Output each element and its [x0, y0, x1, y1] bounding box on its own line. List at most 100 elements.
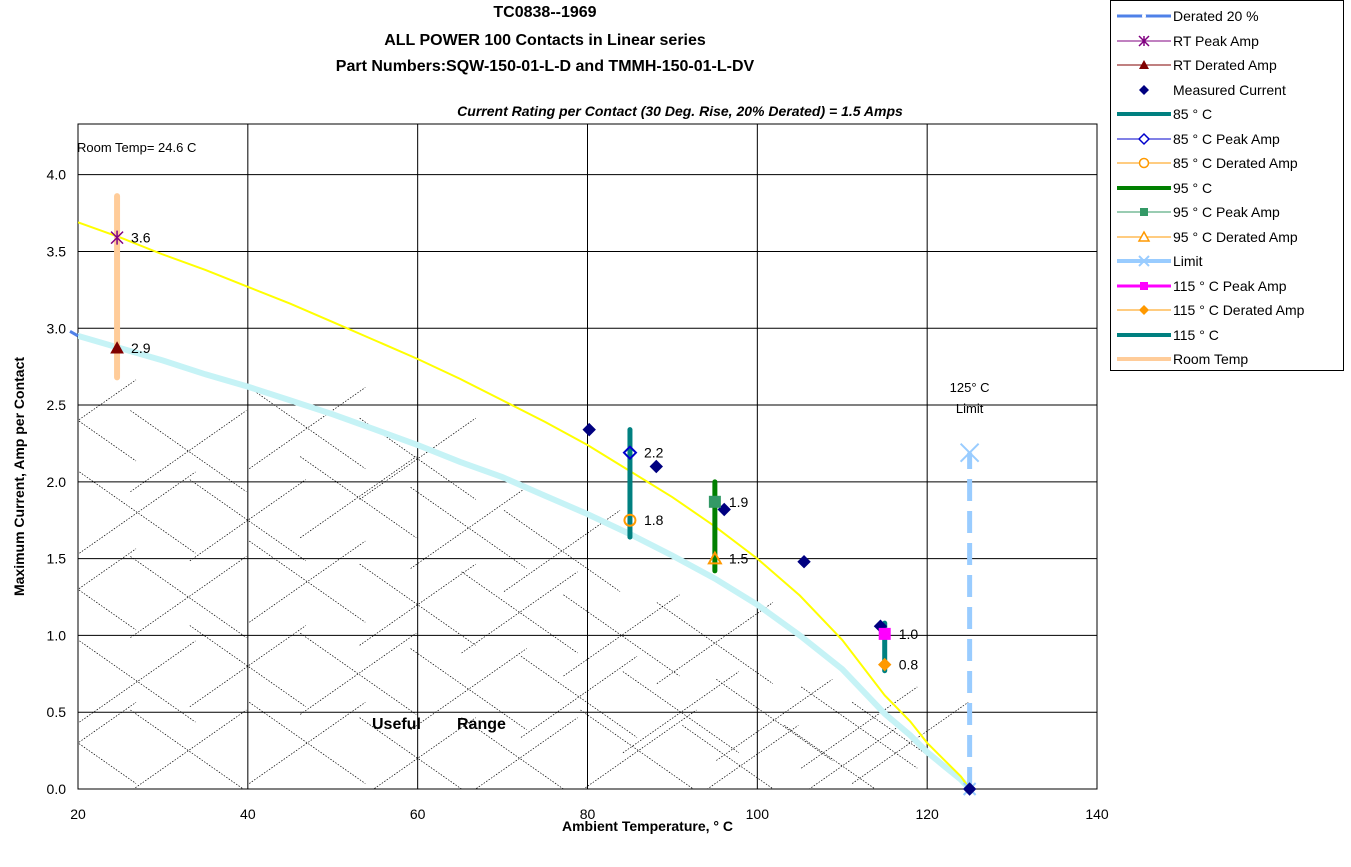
- hatch-line: [410, 487, 527, 569]
- hatch-line: [78, 548, 137, 590]
- x-axis-label: Ambient Temperature, ° C: [562, 818, 733, 834]
- data-label: 2.9: [131, 340, 151, 356]
- legend-label: 115 ° C Derated Amp: [1173, 302, 1305, 318]
- x-tick-label: 60: [410, 806, 426, 822]
- legend-item: 95 ° C: [1111, 176, 1345, 200]
- hatch-line: [78, 588, 137, 631]
- hatch-line: [808, 725, 901, 789]
- hatch-line: [78, 419, 137, 462]
- legend-label: RT Derated Amp: [1173, 57, 1277, 73]
- legend-swatch-mark: [1139, 84, 1149, 95]
- x-tick-label: 120: [915, 806, 939, 822]
- legend-item: 85 ° C Peak Amp: [1111, 127, 1345, 151]
- hatch-line: [78, 742, 137, 784]
- data-label: 0.8: [899, 657, 919, 673]
- y-tick-label: 0.0: [47, 781, 67, 797]
- x-tick-label: 100: [746, 806, 770, 822]
- hatch-line: [189, 479, 307, 562]
- derated-curve: [78, 332, 972, 789]
- hatch-line: [189, 625, 307, 708]
- legend-label: 85 ° C Derated Amp: [1173, 155, 1298, 171]
- useful-annotation: Useful: [372, 716, 421, 733]
- legend-swatch: [1117, 34, 1171, 47]
- legend-label: Limit: [1173, 253, 1203, 269]
- legend-item: 95 ° C Derated Amp: [1111, 225, 1345, 249]
- hatch-line: [79, 471, 196, 554]
- chart-subtitle: Current Rating per Contact (30 Deg. Rise…: [457, 103, 903, 119]
- legend-swatch: [1117, 157, 1171, 169]
- measured-current-point: [797, 554, 811, 569]
- legend-swatch: [1117, 14, 1171, 18]
- legend-label: 85 ° C: [1173, 106, 1213, 122]
- hatch-line: [716, 679, 833, 761]
- hatch-line: [130, 556, 247, 638]
- data-label: 1.9: [729, 494, 749, 510]
- hatch-line: [79, 640, 196, 723]
- legend-item: 85 ° C Derated Amp: [1111, 151, 1345, 175]
- point-115-c-derated-amp: [878, 657, 892, 672]
- legend-item: Room Temp: [1111, 347, 1345, 371]
- hatch-line: [130, 410, 247, 493]
- legend-item: RT Derated Amp: [1111, 53, 1345, 77]
- legend-label: RT Peak Amp: [1173, 32, 1259, 49]
- legend-swatch: [1117, 132, 1171, 145]
- measured-current-point: [582, 422, 596, 437]
- hatch-line: [520, 655, 638, 738]
- hatch-line: [249, 702, 366, 784]
- hatch-line: [249, 540, 366, 623]
- hatch-line: [461, 571, 578, 654]
- legend-swatch: [1117, 357, 1171, 361]
- point-95-c-derated-amp: [707, 550, 723, 565]
- hatch-line: [359, 563, 476, 646]
- legend-swatch: [1117, 185, 1171, 190]
- chart-title: TC0838--1969: [493, 4, 597, 21]
- hatch-line: [580, 709, 694, 789]
- data-label: 3.6: [131, 230, 151, 246]
- measured-current-point: [649, 459, 663, 474]
- hatch-line: [373, 717, 476, 789]
- x-tick-label: 20: [70, 806, 86, 822]
- legend-swatch-mark: [1139, 60, 1149, 69]
- point-rt-peak-amp: [110, 230, 124, 245]
- hatch-line: [78, 379, 137, 421]
- hatch-line: [563, 594, 680, 677]
- legend-label: 115 ° C Peak Amp: [1173, 277, 1287, 294]
- hatch-line: [410, 487, 527, 569]
- hatch-line: [582, 709, 697, 789]
- y-axis-label: Maximum Current, Amp per Contact: [11, 357, 27, 596]
- legend-swatch: [1117, 208, 1171, 216]
- legend-item: Derated 20 %: [1111, 4, 1345, 28]
- legend-item: 115 ° C Peak Amp: [1111, 274, 1345, 298]
- legend-item: 85 ° C: [1111, 102, 1345, 126]
- y-tick-label: 3.5: [47, 243, 67, 259]
- data-label: 1.0: [899, 626, 919, 642]
- legend-item: 115 ° C Derated Amp: [1111, 298, 1345, 322]
- hatch-line: [520, 655, 638, 738]
- hatch-line: [656, 602, 774, 684]
- legend-swatch: [1117, 229, 1171, 242]
- hatch-line: [189, 479, 307, 562]
- hatch-line: [249, 387, 366, 469]
- legend-swatch-mark: [1138, 255, 1150, 267]
- hatch-line: [189, 625, 307, 708]
- legend-item: 95 ° C Peak Amp: [1111, 200, 1345, 224]
- hatch-line: [300, 632, 417, 715]
- hatch-line: [461, 571, 578, 654]
- legend-swatch: [1117, 112, 1171, 116]
- legend-label: 115 ° C: [1173, 326, 1219, 343]
- legend-swatch: [1117, 255, 1171, 267]
- limit-annotation-line-1: 125° C: [950, 380, 990, 395]
- hatch-line: [359, 417, 476, 500]
- hatch-line: [410, 648, 527, 731]
- legend-item: Measured Current: [1111, 78, 1345, 102]
- hatch-line: [503, 510, 621, 592]
- hatch-line: [716, 679, 833, 761]
- hatch-line: [801, 686, 918, 769]
- x-tick-label: 80: [580, 806, 596, 822]
- hatch-line: [249, 540, 366, 623]
- hatch-line: [130, 709, 244, 789]
- hatch-line: [622, 671, 740, 754]
- hatch-line: [563, 594, 680, 677]
- legend-swatch: [1117, 305, 1171, 315]
- legend-swatch-mark: [1137, 229, 1151, 242]
